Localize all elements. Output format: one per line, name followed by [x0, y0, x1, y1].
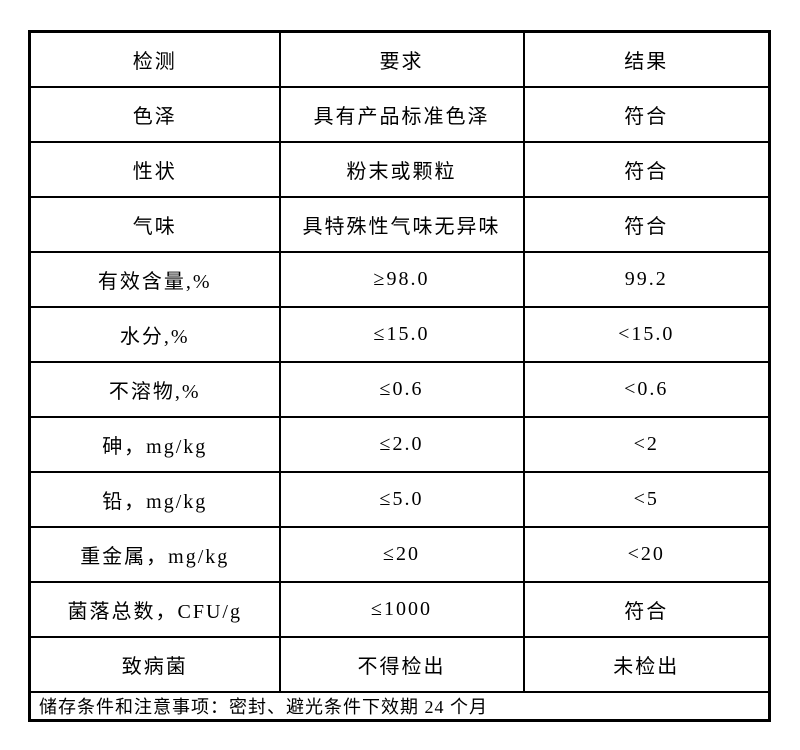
cell-result: <0.6 — [522, 361, 771, 418]
footer-row: 储存条件和注意事项：密封、避光条件下效期 24 个月 — [28, 691, 771, 722]
cell-result: 符合 — [522, 581, 771, 638]
column-header-test: 检测 — [28, 30, 281, 88]
cell-requirement: ≤0.6 — [278, 361, 525, 418]
cell-test: 菌落总数，CFU/g — [28, 581, 281, 638]
cell-test: 砷，mg/kg — [28, 416, 281, 473]
header-row: 检测 要求 结果 — [28, 30, 771, 88]
cell-test: 气味 — [28, 196, 281, 253]
column-header-result: 结果 — [522, 30, 771, 88]
table-row: 菌落总数，CFU/g ≤1000 符合 — [28, 581, 771, 638]
cell-result: <2 — [522, 416, 771, 473]
cell-requirement: 具有产品标准色泽 — [278, 86, 525, 143]
cell-test: 铅，mg/kg — [28, 471, 281, 528]
cell-test: 水分,% — [28, 306, 281, 363]
cell-test: 致病菌 — [28, 636, 281, 693]
cell-requirement: ≤5.0 — [278, 471, 525, 528]
cell-result: 符合 — [522, 141, 771, 198]
cell-result: 99.2 — [522, 251, 771, 308]
cell-test: 有效含量,% — [28, 251, 281, 308]
table-row: 性状 粉末或颗粒 符合 — [28, 141, 771, 198]
table-row: 重金属，mg/kg ≤20 <20 — [28, 526, 771, 583]
cell-result: <5 — [522, 471, 771, 528]
storage-note: 储存条件和注意事项：密封、避光条件下效期 24 个月 — [28, 691, 771, 722]
inspection-report: 检测 要求 结果 色泽 具有产品标准色泽 符合 性状 粉末或颗粒 符合 气味 具… — [28, 30, 771, 722]
table-row: 有效含量,% ≥98.0 99.2 — [28, 251, 771, 308]
inspection-table: 检测 要求 结果 色泽 具有产品标准色泽 符合 性状 粉末或颗粒 符合 气味 具… — [28, 30, 771, 722]
column-header-requirement: 要求 — [278, 30, 525, 88]
cell-requirement: ≤15.0 — [278, 306, 525, 363]
cell-requirement: ≤2.0 — [278, 416, 525, 473]
table-row: 水分,% ≤15.0 <15.0 — [28, 306, 771, 363]
cell-requirement: ≤20 — [278, 526, 525, 583]
cell-test: 色泽 — [28, 86, 281, 143]
cell-test: 重金属，mg/kg — [28, 526, 281, 583]
table-row: 致病菌 不得检出 未检出 — [28, 636, 771, 693]
table-row: 不溶物,% ≤0.6 <0.6 — [28, 361, 771, 418]
cell-result: <20 — [522, 526, 771, 583]
cell-result: 符合 — [522, 196, 771, 253]
cell-requirement: 不得检出 — [278, 636, 525, 693]
table-row: 气味 具特殊性气味无异味 符合 — [28, 196, 771, 253]
cell-requirement: 具特殊性气味无异味 — [278, 196, 525, 253]
table-row: 砷，mg/kg ≤2.0 <2 — [28, 416, 771, 473]
cell-requirement: ≥98.0 — [278, 251, 525, 308]
cell-result: 未检出 — [522, 636, 771, 693]
cell-result: 符合 — [522, 86, 771, 143]
cell-requirement: 粉末或颗粒 — [278, 141, 525, 198]
cell-requirement: ≤1000 — [278, 581, 525, 638]
cell-result: <15.0 — [522, 306, 771, 363]
table-row: 铅，mg/kg ≤5.0 <5 — [28, 471, 771, 528]
table-row: 色泽 具有产品标准色泽 符合 — [28, 86, 771, 143]
cell-test: 性状 — [28, 141, 281, 198]
cell-test: 不溶物,% — [28, 361, 281, 418]
